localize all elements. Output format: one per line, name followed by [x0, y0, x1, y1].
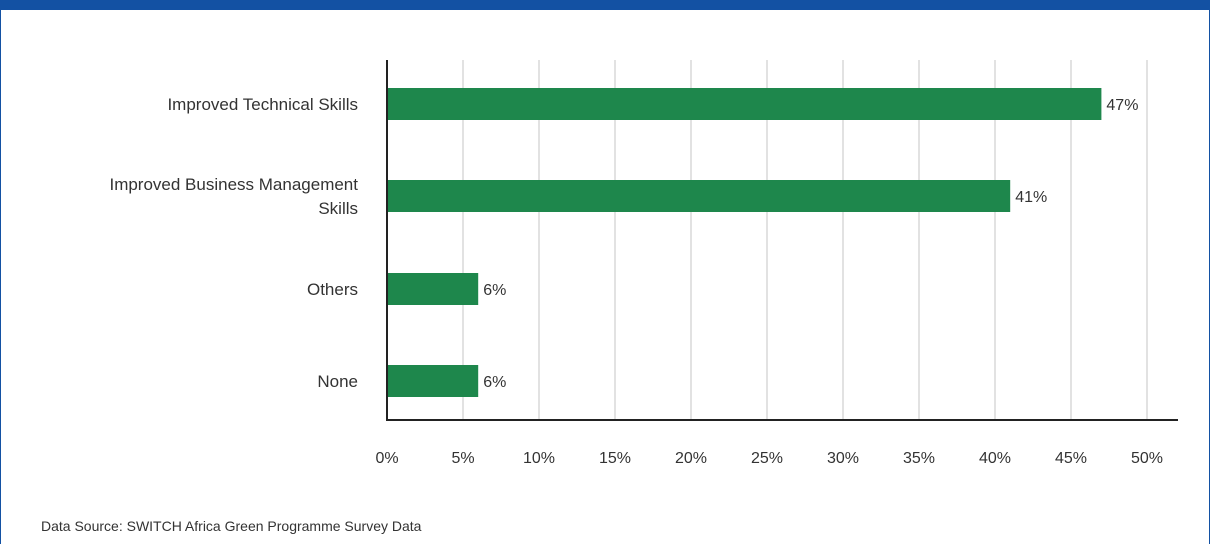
- x-tick-label: 15%: [599, 450, 631, 467]
- bar: [387, 88, 1102, 120]
- data-label: 6%: [483, 374, 506, 391]
- category-label: Improved Business Management: [109, 175, 358, 194]
- x-tick-label: 45%: [1055, 450, 1087, 467]
- x-tick-label: 50%: [1131, 450, 1163, 467]
- bar: [387, 180, 1011, 212]
- bar: [387, 365, 479, 397]
- header-band: [0, 0, 1210, 10]
- frame-border-left: [0, 0, 1, 544]
- labels: 0% 5% 10% 15% 20% 25% 30% 35% 40% 45% 50% 47% Improv…: [109, 95, 1163, 467]
- data-label: 41%: [1015, 189, 1047, 206]
- bars: [387, 88, 1102, 397]
- x-tick-label: 5%: [451, 450, 474, 467]
- x-tick-label: 40%: [979, 450, 1011, 467]
- x-tick-label: 35%: [903, 450, 935, 467]
- category-label: None: [317, 372, 358, 391]
- category-label: Improved Technical Skills: [167, 95, 358, 114]
- data-label: 6%: [483, 282, 506, 299]
- category-label: Others: [307, 280, 358, 299]
- data-source-note: Data Source: SWITCH Africa Green Program…: [41, 518, 422, 534]
- x-tick-label: 25%: [751, 450, 783, 467]
- x-tick-label: 30%: [827, 450, 859, 467]
- data-label: 47%: [1106, 97, 1138, 114]
- x-tick-label: 0%: [375, 450, 398, 467]
- x-tick-label: 20%: [675, 450, 707, 467]
- axes: [386, 60, 1178, 421]
- bar: [387, 273, 479, 305]
- x-tick-label: 10%: [523, 450, 555, 467]
- category-label: Skills: [318, 199, 358, 218]
